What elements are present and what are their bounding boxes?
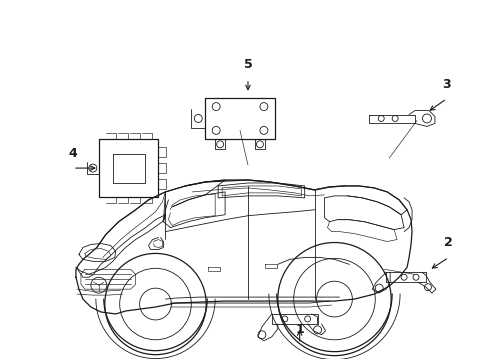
Text: 5: 5 xyxy=(243,58,252,71)
Text: 3: 3 xyxy=(442,78,450,91)
Text: 4: 4 xyxy=(68,147,77,160)
Text: 1: 1 xyxy=(295,323,304,336)
Text: 2: 2 xyxy=(444,237,452,249)
